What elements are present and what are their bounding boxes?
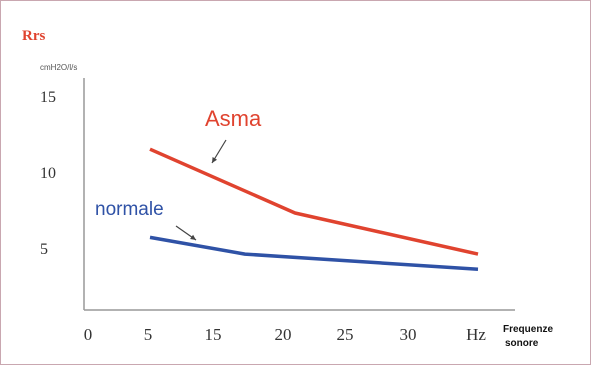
series-label-asma: Asma	[205, 106, 262, 131]
x-unit-label: Hz	[466, 325, 486, 344]
y-tick-label-15: 15	[40, 89, 56, 106]
x-axis-title-line-2: sonore	[505, 338, 539, 349]
series-line-normale	[149, 235, 479, 272]
series-annotation-arrowhead-normale	[190, 234, 196, 240]
x-tick-label-30: 30	[400, 325, 417, 344]
y-tick-label-10: 10	[40, 165, 56, 182]
x-tick-label-5: 5	[144, 325, 153, 344]
x-tick-label-20: 20	[275, 325, 292, 344]
x-tick-label-0: 0	[84, 325, 93, 344]
series-line-asma	[149, 147, 479, 256]
x-tick-label-25: 25	[337, 325, 354, 344]
x-tick-label-15: 15	[205, 325, 222, 344]
y-tick-label-5: 5	[40, 241, 48, 258]
y-unit-label: cmH2O/l/s	[40, 63, 77, 72]
x-axis-title-line-1: Frequenze	[503, 324, 553, 335]
series-label-normale: normale	[95, 199, 164, 220]
chart-title: Rrs	[22, 28, 45, 44]
series-annotation-arrowhead-asma	[212, 157, 218, 163]
